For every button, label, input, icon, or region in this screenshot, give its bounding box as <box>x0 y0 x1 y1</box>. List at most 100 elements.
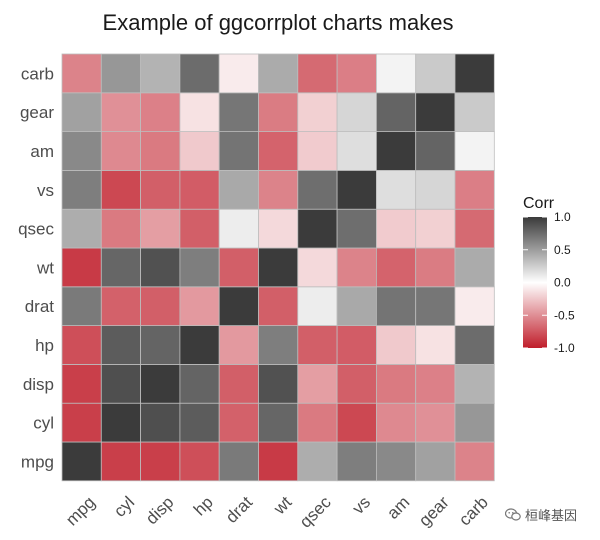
cell-am-am <box>375 131 417 171</box>
cell-vs-cyl <box>100 169 142 210</box>
cell-qsec-hp <box>179 208 220 249</box>
legend-tick-label: -0.5 <box>554 308 575 322</box>
cell-qsec-wt <box>258 208 299 249</box>
cell-carb-wt <box>258 53 299 94</box>
cell-qsec-carb <box>454 208 495 249</box>
cell-mpg-hp <box>179 441 220 482</box>
cell-disp-vs <box>336 363 377 404</box>
y-axis-labels: mpg cyl disp hp drat wt qsec vs am gear carb <box>18 64 54 471</box>
heatmap-cells <box>61 53 495 482</box>
cell-am-cyl <box>100 131 142 171</box>
cell-carb-qsec <box>297 53 338 94</box>
x-label-carb: carb <box>455 493 492 530</box>
cell-am-qsec <box>297 131 338 171</box>
cell-drat-gear <box>415 286 456 326</box>
cell-vs-am <box>375 169 417 210</box>
cell-drat-drat <box>218 286 259 326</box>
cell-hp-gear <box>415 325 456 365</box>
wechat-icon <box>505 508 521 521</box>
cell-carb-mpg <box>61 53 102 94</box>
x-label-hp: hp <box>190 493 217 520</box>
y-label-qsec: qsec <box>18 220 54 239</box>
y-label-gear: gear <box>20 103 54 122</box>
cell-qsec-drat <box>218 208 259 249</box>
chart-title: Example of ggcorrplot charts makes <box>103 10 454 35</box>
cell-am-gear <box>415 131 456 171</box>
legend-tick-label: 0.0 <box>554 276 571 290</box>
cell-carb-carb <box>454 53 495 94</box>
cell-drat-cyl <box>100 286 142 326</box>
cell-hp-vs <box>336 325 377 365</box>
cell-mpg-drat <box>218 441 259 482</box>
cell-cyl-am <box>375 402 417 443</box>
cell-cyl-disp <box>140 402 181 443</box>
cell-qsec-am <box>375 208 417 249</box>
x-label-cyl: cyl <box>110 493 138 521</box>
y-label-carb: carb <box>21 64 54 83</box>
y-label-vs: vs <box>37 181 54 200</box>
cell-gear-gear <box>415 92 456 133</box>
cell-hp-drat <box>218 325 259 365</box>
cell-wt-disp <box>140 247 181 288</box>
cell-vs-vs <box>336 169 377 210</box>
x-label-disp: disp <box>142 493 177 528</box>
cell-drat-hp <box>179 286 220 326</box>
cell-carb-disp <box>140 53 181 94</box>
cell-hp-am <box>375 325 417 365</box>
cell-drat-wt <box>258 286 299 326</box>
cell-am-wt <box>258 131 299 171</box>
cell-mpg-vs <box>336 441 377 482</box>
cell-am-hp <box>179 131 220 171</box>
cell-vs-gear <box>415 169 456 210</box>
cell-mpg-disp <box>140 441 181 482</box>
cell-cyl-vs <box>336 402 377 443</box>
cell-hp-carb <box>454 325 495 365</box>
cell-mpg-mpg <box>61 441 102 482</box>
cell-disp-qsec <box>297 363 338 404</box>
cell-carb-cyl <box>100 53 142 94</box>
cell-gear-drat <box>218 92 259 133</box>
watermark: 桓峰基因 <box>505 505 577 524</box>
cell-cyl-cyl <box>100 402 142 443</box>
cell-gear-qsec <box>297 92 338 133</box>
x-label-am: am <box>383 493 413 523</box>
cell-gear-wt <box>258 92 299 133</box>
legend-tick-label: 1.0 <box>554 210 571 224</box>
x-label-drat: drat <box>222 492 256 526</box>
cell-am-disp <box>140 131 181 171</box>
cell-vs-hp <box>179 169 220 210</box>
cell-disp-gear <box>415 363 456 404</box>
cell-cyl-hp <box>179 402 220 443</box>
cell-wt-vs <box>336 247 377 288</box>
cell-mpg-am <box>375 441 417 482</box>
cell-cyl-carb <box>454 402 495 443</box>
cell-vs-carb <box>454 169 495 210</box>
cell-hp-qsec <box>297 325 338 365</box>
cell-gear-vs <box>336 92 377 133</box>
cell-am-drat <box>218 131 259 171</box>
cell-vs-wt <box>258 169 299 210</box>
cell-wt-wt <box>258 247 299 288</box>
cell-am-vs <box>336 131 377 171</box>
cell-wt-qsec <box>297 247 338 288</box>
cell-cyl-wt <box>258 402 299 443</box>
cell-gear-disp <box>140 92 181 133</box>
x-label-qsec: qsec <box>296 492 335 531</box>
cell-drat-mpg <box>61 286 102 326</box>
cell-wt-carb <box>454 247 495 288</box>
cell-carb-hp <box>179 53 220 94</box>
cell-disp-wt <box>258 363 299 404</box>
cell-am-mpg <box>61 131 102 171</box>
cell-carb-gear <box>415 53 456 94</box>
cell-qsec-mpg <box>61 208 102 249</box>
cell-qsec-vs <box>336 208 377 249</box>
cell-disp-carb <box>454 363 495 404</box>
cell-qsec-cyl <box>100 208 142 249</box>
cell-wt-hp <box>179 247 220 288</box>
cell-gear-mpg <box>61 92 102 133</box>
cell-gear-cyl <box>100 92 142 133</box>
cell-qsec-qsec <box>297 208 338 249</box>
cell-cyl-gear <box>415 402 456 443</box>
cell-disp-hp <box>179 363 220 404</box>
cell-carb-vs <box>336 53 377 94</box>
